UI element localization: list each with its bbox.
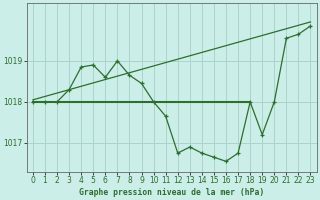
X-axis label: Graphe pression niveau de la mer (hPa): Graphe pression niveau de la mer (hPa) — [79, 188, 264, 197]
